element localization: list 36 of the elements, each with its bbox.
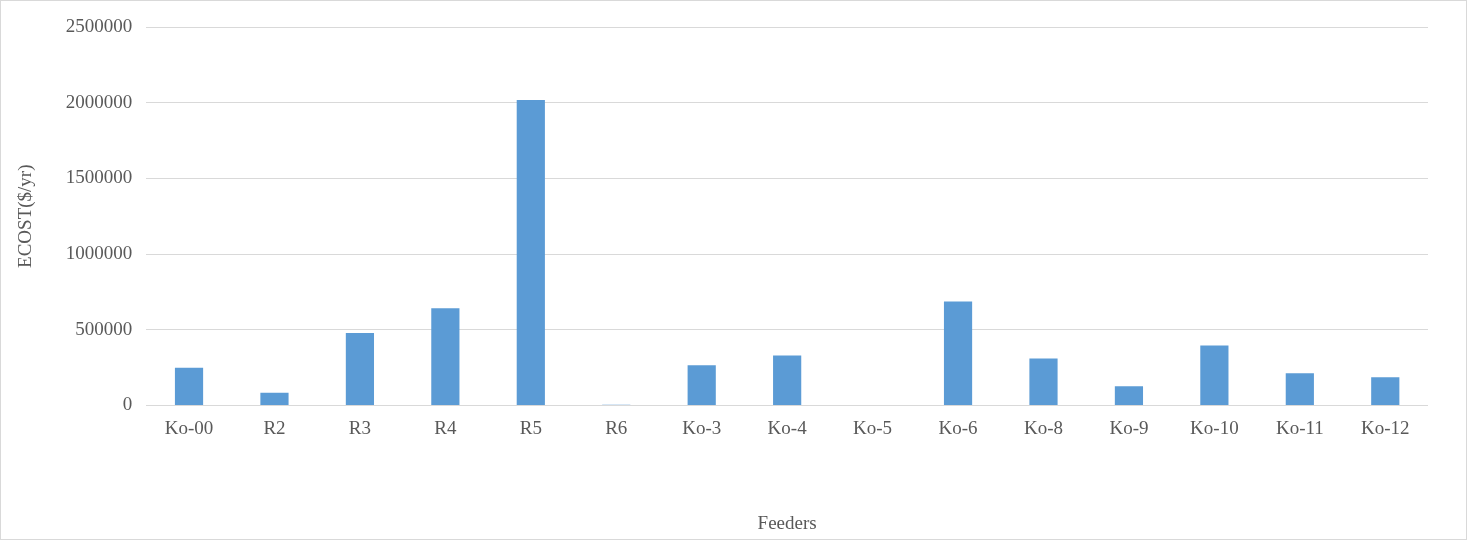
bar (687, 365, 716, 405)
bar (516, 100, 545, 405)
x-tick-label: Ko-00 (164, 416, 214, 438)
x-tick-label: Ko-9 (1109, 416, 1149, 438)
bar (174, 367, 204, 405)
x-tick-label: Ko-11 (1275, 416, 1324, 438)
x-tick-label: Ko-10 (1190, 416, 1239, 438)
bar (1371, 377, 1400, 405)
x-axis-title: Feeders (757, 511, 817, 533)
x-tick-label: R5 (519, 416, 542, 438)
bar (260, 392, 289, 405)
y-tick-label: 2500000 (65, 14, 133, 36)
x-tick-label: Ko-12 (1361, 416, 1410, 438)
bar (1285, 373, 1314, 405)
x-tick-label: R3 (348, 416, 372, 438)
bar (345, 333, 375, 405)
x-tick-label: Ko-6 (938, 416, 978, 438)
y-axis-title: ECOST($/yr) (14, 164, 37, 268)
bar (1029, 358, 1058, 405)
x-tick-label: R6 (605, 416, 628, 438)
y-tick-label: 1000000 (65, 242, 133, 264)
x-tick-label: Ko-8 (1023, 416, 1064, 438)
y-tick-label: 0 (122, 393, 133, 415)
x-tick-label: Ko-5 (853, 416, 893, 438)
bar (1114, 386, 1144, 405)
x-tick-label: R4 (434, 416, 457, 438)
x-tick-label: Ko-4 (767, 416, 808, 438)
x-tick-label: R2 (263, 416, 286, 438)
y-tick-label: 1500000 (65, 166, 133, 188)
bar (431, 308, 460, 405)
bar (943, 301, 973, 405)
y-tick-label: 2000000 (65, 90, 133, 112)
y-tick-label: 500000 (75, 317, 133, 339)
bar (1200, 345, 1229, 405)
bar (773, 355, 802, 405)
x-tick-label: Ko-3 (682, 416, 722, 438)
